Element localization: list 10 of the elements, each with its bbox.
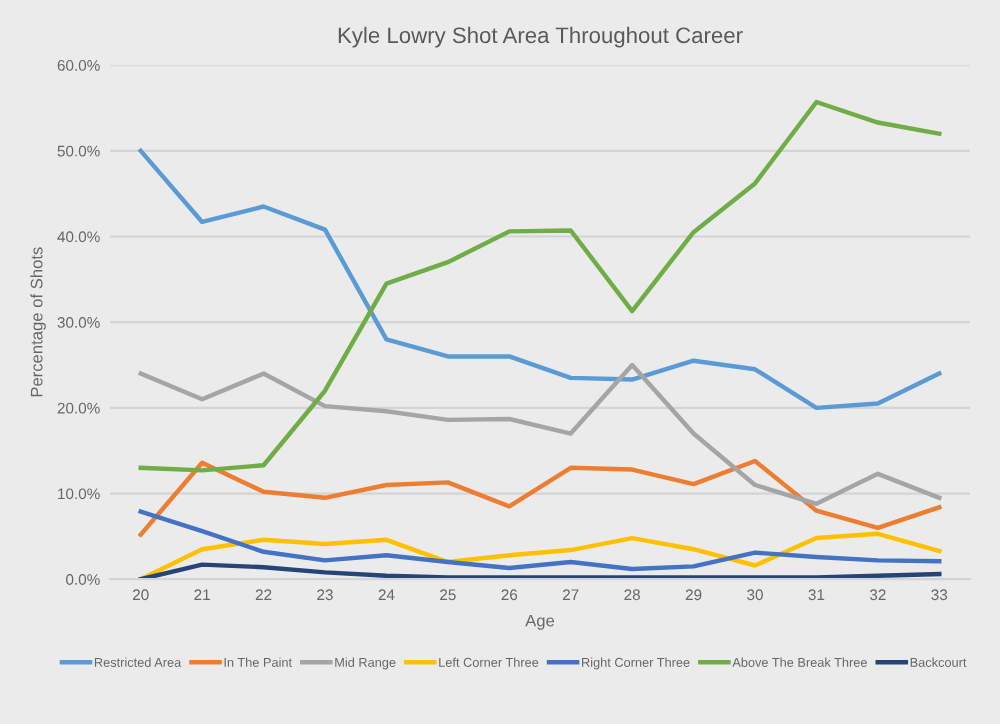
line-series [138, 362, 942, 507]
x-axis-title: Age [525, 614, 555, 630]
chart-title: Kyle Lowry Shot Area Throughout Career [338, 26, 743, 48]
line-series [138, 531, 942, 580]
y-axis-title: Percentage of Shots [30, 247, 46, 397]
line-series [138, 458, 942, 537]
line-series [138, 562, 942, 580]
line-series [138, 99, 942, 473]
line-series [138, 509, 942, 572]
line-series [138, 148, 942, 411]
